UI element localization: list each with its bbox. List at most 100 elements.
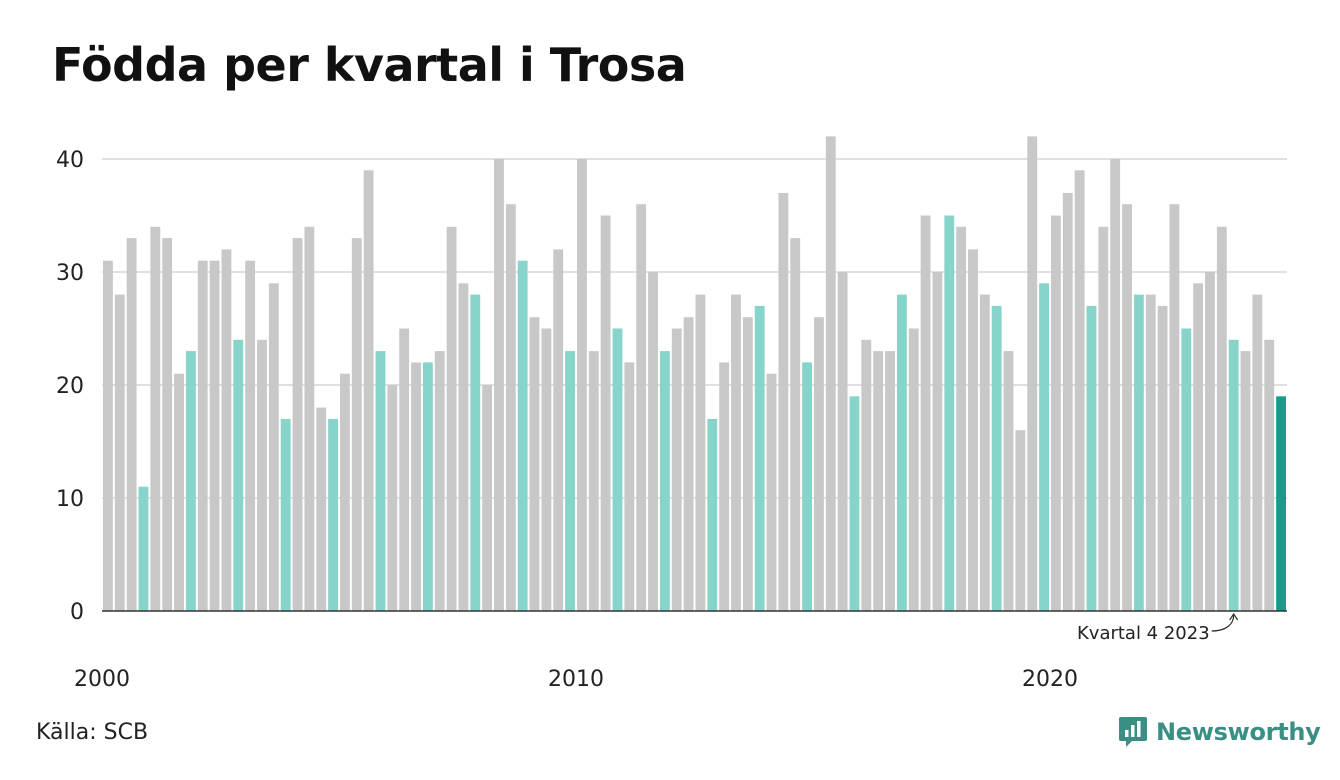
- bar: [185, 351, 196, 611]
- bar: [1110, 159, 1121, 611]
- bar: [375, 351, 386, 611]
- bar: [790, 238, 801, 611]
- bar: [541, 328, 552, 611]
- bar: [1145, 294, 1156, 611]
- bar: [1193, 283, 1204, 611]
- bar: [849, 396, 860, 611]
- grid-layer: [102, 158, 1287, 499]
- bar: [1157, 305, 1168, 611]
- bar: [1181, 328, 1192, 611]
- bar: [316, 407, 327, 611]
- bar: [470, 294, 481, 611]
- bar: [268, 283, 279, 611]
- bar: [1074, 170, 1085, 612]
- bar: [731, 294, 741, 611]
- bar: [1264, 339, 1275, 611]
- bars-layer: [103, 136, 1286, 612]
- bar: [1216, 226, 1227, 612]
- bar: [1228, 339, 1239, 611]
- bar: [257, 339, 267, 611]
- bar: [150, 226, 161, 612]
- bar: [1252, 294, 1263, 611]
- bar: [956, 226, 967, 612]
- bar: [624, 362, 635, 611]
- annotation-label: Kvartal 4 2023: [1077, 623, 1210, 644]
- y-tick-label: 20: [56, 374, 84, 399]
- bar: [707, 418, 718, 611]
- bar: [659, 351, 670, 611]
- bar: [1039, 283, 1049, 611]
- bar: [932, 272, 943, 611]
- bar: [1122, 204, 1132, 611]
- chart-title: Födda per kvartal i Trosa: [52, 38, 687, 92]
- x-tick-label: 2010: [548, 667, 604, 692]
- axis-layer: 0 10 20 30 40 2000 2010 2020: [56, 148, 1287, 692]
- bar: [363, 170, 374, 612]
- bar: [482, 385, 493, 611]
- bar: [968, 249, 978, 611]
- bar: [802, 362, 812, 611]
- bar: [233, 339, 244, 611]
- bar: [126, 238, 137, 611]
- bar: [719, 362, 730, 611]
- annotation-leader: [1211, 614, 1235, 632]
- bar: [114, 294, 125, 611]
- bar: [1015, 430, 1026, 611]
- bar: [671, 328, 682, 611]
- bar: [351, 238, 362, 611]
- bar: [292, 238, 303, 611]
- bar: [422, 362, 433, 611]
- annotation-arrowhead: [1229, 612, 1239, 621]
- bar: [209, 260, 220, 611]
- bar-chart: 0 10 20 30 40 2000 2010 2020 Kvartal 4 2023: [56, 136, 1287, 692]
- brand-logo[interactable]: Newsworthy: [1118, 712, 1321, 752]
- bar: [280, 418, 291, 611]
- bar: [754, 305, 765, 611]
- bar: [340, 373, 350, 611]
- bar: [683, 317, 694, 611]
- bar: [1240, 351, 1251, 611]
- bar: [1062, 192, 1073, 611]
- bar: [1086, 305, 1097, 611]
- bar: [861, 339, 872, 611]
- bar: [588, 351, 599, 611]
- bar: [1027, 136, 1038, 611]
- bar: [245, 260, 256, 611]
- newsworthy-logo-icon: [1119, 717, 1147, 747]
- bar: [896, 294, 907, 611]
- bar: [174, 373, 184, 611]
- bar: [885, 351, 895, 611]
- annotation-layer: Kvartal 4 2023: [1077, 612, 1239, 644]
- y-tick-label: 0: [70, 600, 84, 625]
- bar: [387, 385, 398, 611]
- bar: [1169, 204, 1180, 611]
- bar: [458, 283, 469, 611]
- bar: [742, 317, 753, 611]
- y-tick-label: 10: [56, 487, 84, 512]
- bar: [577, 159, 587, 611]
- bar: [908, 328, 919, 611]
- bar: [920, 215, 931, 611]
- x-tick-label: 2000: [74, 667, 130, 692]
- bar: [565, 351, 575, 611]
- bar: [399, 328, 410, 611]
- bar: [221, 249, 232, 611]
- y-tick-label: 30: [56, 261, 84, 286]
- brand-name: Newsworthy: [1156, 718, 1321, 746]
- bar: [1003, 351, 1014, 611]
- x-tick-label: 2020: [1022, 667, 1078, 692]
- bar: [648, 272, 658, 611]
- bar: [494, 159, 504, 611]
- bar: [612, 328, 623, 611]
- bar: [837, 272, 848, 611]
- bar: [328, 418, 338, 611]
- bar: [505, 204, 516, 611]
- bar: [304, 226, 315, 612]
- bar: [553, 249, 564, 611]
- bar: [1051, 215, 1061, 611]
- bar: [766, 373, 777, 611]
- bar: [138, 486, 149, 611]
- bar: [1098, 226, 1109, 612]
- bar: [517, 260, 528, 611]
- bar: [825, 136, 836, 611]
